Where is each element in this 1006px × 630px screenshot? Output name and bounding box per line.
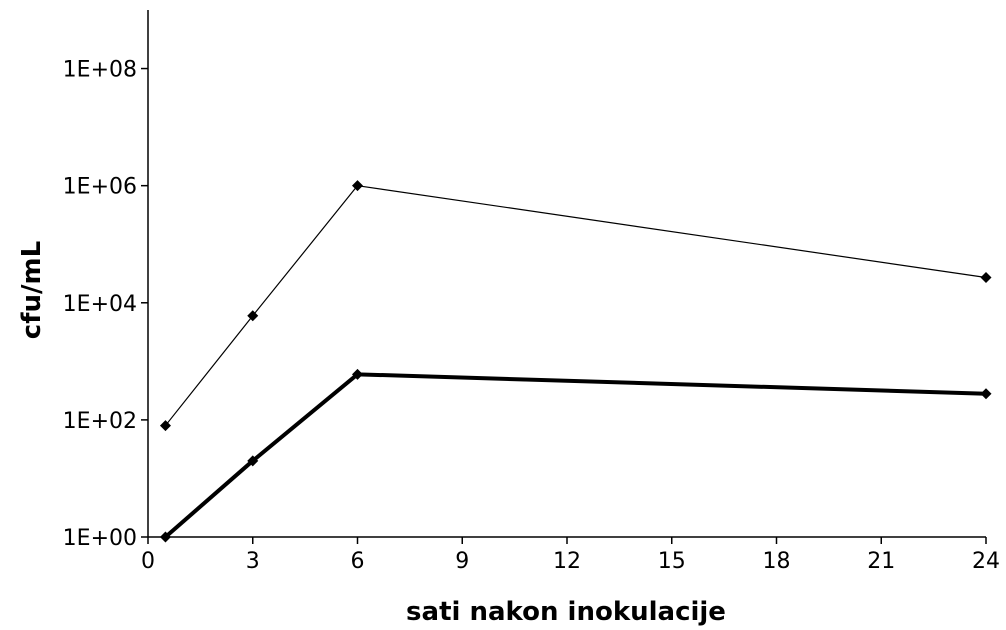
x-tick-label: 12 (553, 549, 581, 574)
y-axis-title: cfu/mL (17, 241, 47, 339)
x-tick-label: 15 (658, 549, 686, 574)
x-tick-label: 24 (972, 549, 1000, 574)
axes (147, 10, 986, 538)
x-tick-label: 3 (246, 549, 260, 574)
y-tick-label: 1E+04 (63, 292, 137, 317)
data-point-marker (247, 455, 259, 467)
y-tick-label: 1E+06 (63, 175, 137, 200)
x-tick-label: 0 (141, 549, 155, 574)
x-tick-label: 18 (763, 549, 791, 574)
x-tick-label: 6 (351, 549, 365, 574)
x-axis-ticks: 0 3 6 9 12 15 18 21 24 (141, 537, 1000, 574)
series-1-thin (159, 180, 992, 432)
data-point-marker (352, 180, 363, 192)
series-2-thick (159, 368, 992, 543)
y-tick-label: 1E+00 (63, 526, 137, 551)
x-axis-title: sati nakon inokulacije (406, 597, 726, 627)
series-line (164, 372, 987, 539)
y-tick-label: 1E+02 (63, 409, 137, 434)
y-axis-ticks: 1E+00 1E+02 1E+04 1E+06 1E+08 (63, 58, 148, 551)
data-point-marker (980, 272, 992, 284)
y-tick-label: 1E+08 (63, 58, 137, 83)
x-tick-label: 9 (455, 549, 469, 574)
data-point-marker (352, 368, 363, 380)
series-group (159, 180, 992, 543)
series-line (164, 185, 987, 426)
data-point-marker (159, 420, 171, 432)
x-tick-label: 21 (867, 549, 895, 574)
data-point-marker (980, 388, 992, 400)
data-point-marker (247, 310, 259, 322)
data-point-marker (159, 531, 171, 543)
